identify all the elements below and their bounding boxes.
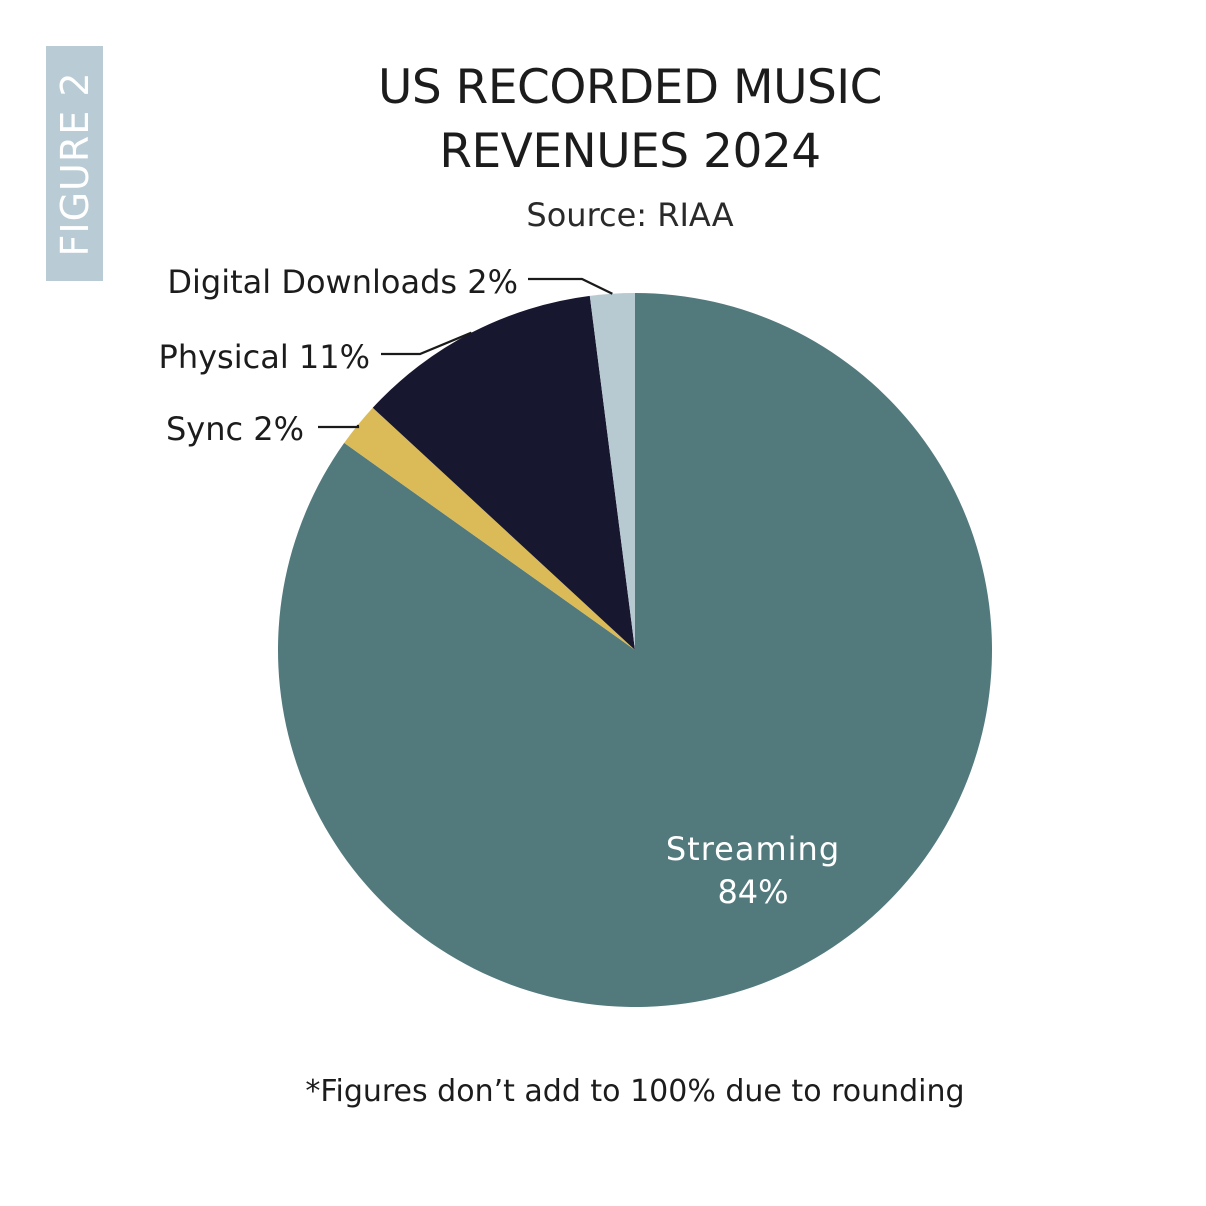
- figure-tab: FIGURE 2: [46, 46, 103, 281]
- pie-slice-sync: [344, 407, 635, 650]
- slice-label-sync: Sync 2%: [166, 410, 304, 448]
- slice-label-streaming: Streaming: [666, 830, 840, 868]
- chart-title-line-1: US RECORDED MUSIC: [378, 60, 882, 115]
- chart-title-line-2: REVENUES 2024: [439, 124, 821, 179]
- slice-value-streaming: 84%: [717, 873, 788, 911]
- pie-slice-physical: [372, 295, 635, 650]
- footnote: *Figures don’t add to 100% due to roundi…: [305, 1074, 965, 1109]
- slice-label-physical: Physical 11%: [159, 338, 370, 376]
- chart-subtitle: Source: RIAA: [526, 196, 734, 234]
- leader-line-sync: [318, 424, 360, 429]
- pie-slice-digital-downloads: [589, 293, 635, 650]
- slice-label-digital-downloads: Digital Downloads 2%: [167, 263, 518, 301]
- leader-line-physical: [381, 331, 472, 356]
- leader-line-digital-downloads: [528, 277, 613, 295]
